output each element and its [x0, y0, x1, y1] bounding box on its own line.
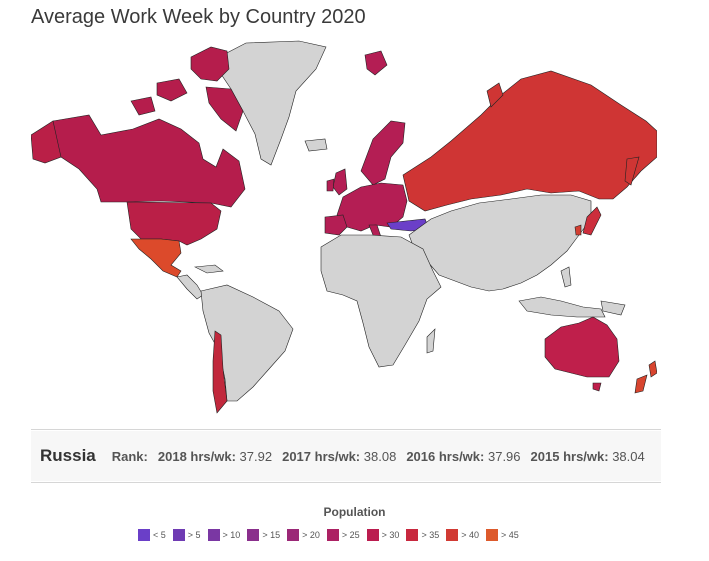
- legend-item[interactable]: > 25: [326, 529, 360, 541]
- stat-2015-label: 2015 hrs/wk:: [530, 448, 609, 464]
- legend-item[interactable]: < 5: [138, 529, 166, 541]
- philippines[interactable]: [560, 266, 572, 288]
- australia[interactable]: [544, 316, 620, 378]
- chile[interactable]: [212, 330, 228, 414]
- caribbean-islands[interactable]: [193, 264, 224, 274]
- stat-2018: 2018 hrs/wk: 37.92: [158, 449, 272, 464]
- legend-label: > 20: [302, 530, 320, 540]
- japan[interactable]: [582, 206, 602, 236]
- ireland[interactable]: [326, 178, 335, 192]
- alaska[interactable]: [31, 120, 62, 164]
- new-zealand-south[interactable]: [634, 374, 648, 394]
- info-separator-bottom: [31, 482, 661, 483]
- stat-2016-value: 37.96: [487, 448, 521, 464]
- baffin-island[interactable]: [205, 86, 244, 132]
- mexico[interactable]: [130, 238, 182, 278]
- spain-portugal[interactable]: [324, 214, 348, 236]
- legend-item[interactable]: > 35: [406, 529, 439, 541]
- stat-2015: 2015 hrs/wk: 38.04: [531, 449, 645, 464]
- legend-swatch: [207, 529, 220, 541]
- canada[interactable]: [50, 114, 246, 208]
- new-zealand-north[interactable]: [648, 360, 657, 378]
- world-map-svg[interactable]: [31, 39, 657, 421]
- scandinavia[interactable]: [360, 120, 406, 186]
- legend-swatch: [172, 529, 185, 541]
- stat-2016-label: 2016 hrs/wk:: [406, 448, 485, 464]
- legend-swatch: [406, 529, 419, 541]
- africa[interactable]: [320, 234, 442, 368]
- united-kingdom[interactable]: [332, 168, 348, 196]
- central-america[interactable]: [176, 274, 204, 300]
- legend-label: > 45: [501, 530, 519, 540]
- legend-item[interactable]: > 20: [287, 529, 320, 541]
- selected-country-name: Russia: [40, 446, 96, 465]
- south-korea[interactable]: [574, 224, 582, 236]
- legend-label: > 30: [381, 530, 400, 540]
- stat-2018-label: 2018 hrs/wk:: [157, 448, 236, 464]
- legend-item[interactable]: > 40: [446, 529, 479, 541]
- legend-label: > 35: [421, 530, 440, 540]
- legend-item[interactable]: > 45: [486, 529, 519, 541]
- world-map[interactable]: [31, 39, 657, 421]
- kamchatka[interactable]: [624, 156, 640, 186]
- iceland[interactable]: [304, 138, 328, 152]
- legend-swatch: [287, 529, 300, 541]
- canada-island-west[interactable]: [156, 78, 188, 102]
- color-legend: < 5 > 5 > 10 > 15 > 20 > 25 > 30 > 35 > …: [138, 529, 526, 541]
- legend-item[interactable]: > 30: [366, 529, 400, 541]
- legend-label: > 40: [461, 530, 479, 540]
- indonesia[interactable]: [518, 296, 606, 318]
- canada-arctic-islands[interactable]: [190, 46, 230, 82]
- stat-2015-value: 38.04: [612, 448, 645, 464]
- rank-label: Rank:: [111, 448, 148, 464]
- legend-swatch: [486, 529, 498, 541]
- svalbard[interactable]: [364, 50, 388, 76]
- legend-label: > 15: [262, 530, 281, 540]
- legend-item[interactable]: > 15: [247, 529, 280, 541]
- legend-item[interactable]: > 5: [172, 529, 201, 541]
- legend-swatch: [138, 529, 150, 541]
- papua-new-guinea[interactable]: [600, 300, 626, 316]
- madagascar[interactable]: [426, 328, 436, 354]
- stat-2017-label: 2017 hrs/wk:: [282, 448, 361, 464]
- legend-title: Population: [323, 505, 386, 519]
- stat-2017: 2017 hrs/wk: 38.08: [282, 449, 396, 464]
- legend-item[interactable]: > 10: [207, 529, 241, 541]
- legend-swatch: [247, 529, 260, 541]
- russia[interactable]: [402, 70, 657, 212]
- tasmania[interactable]: [592, 382, 602, 392]
- stat-2018-value: 37.92: [239, 448, 273, 464]
- legend-swatch: [326, 529, 339, 541]
- asia[interactable]: [408, 194, 592, 292]
- legend-label: > 5: [187, 530, 201, 540]
- map-title: Average Work Week by Country 2020: [31, 6, 366, 28]
- legend-swatch: [446, 529, 459, 541]
- united-states[interactable]: [126, 201, 222, 246]
- stat-2017-value: 38.08: [363, 448, 397, 464]
- stat-2016: 2016 hrs/wk: 37.96: [406, 449, 520, 464]
- novaya-zemlya[interactable]: [486, 82, 504, 108]
- canada-island-mid[interactable]: [130, 96, 156, 116]
- legend-swatch: [366, 529, 379, 541]
- info-separator-top: [31, 429, 661, 430]
- south-america[interactable]: [200, 284, 294, 402]
- legend-label: > 25: [341, 530, 360, 540]
- country-info-bar: Russia Rank: 2018 hrs/wk: 37.92 2017 hrs…: [31, 431, 661, 481]
- legend-label: < 5: [153, 530, 166, 540]
- legend-label: > 10: [222, 530, 241, 540]
